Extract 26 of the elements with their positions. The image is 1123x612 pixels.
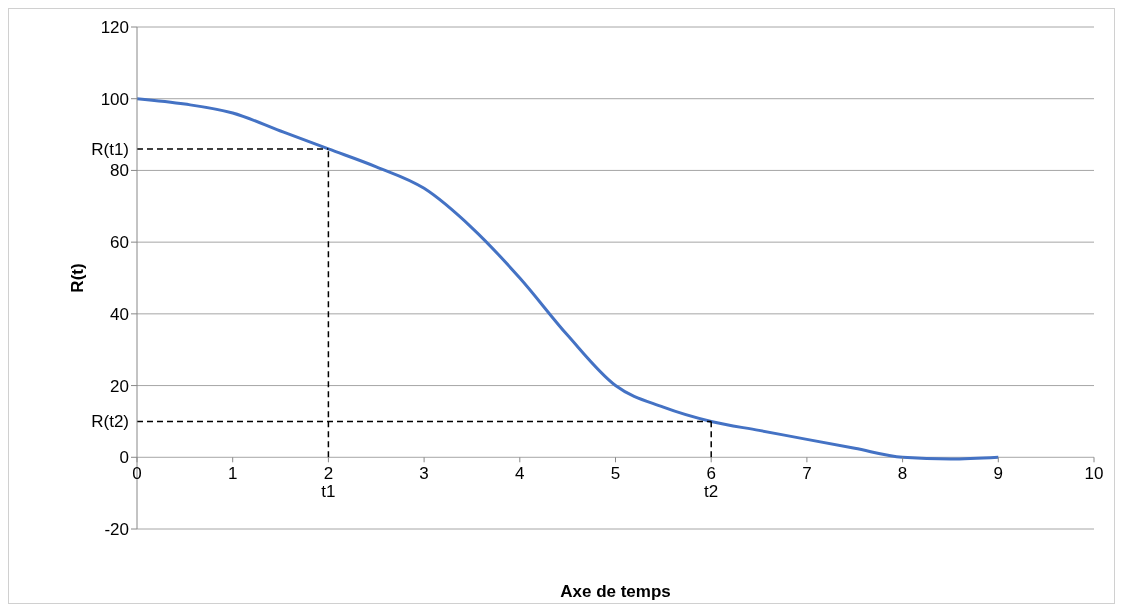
x-tick-label: 0 xyxy=(132,464,142,484)
x-tick-label: 7 xyxy=(802,464,812,484)
x-tick-label: 3 xyxy=(419,464,429,484)
y-tick-label: 120 xyxy=(100,18,129,38)
ref-line-label: R(t2) xyxy=(91,412,129,432)
y-tick-label: 0 xyxy=(119,448,129,468)
ref-line-label: t1 xyxy=(321,482,336,502)
y-tick-label: 60 xyxy=(110,233,129,253)
x-axis-title: Axe de temps xyxy=(560,582,671,601)
y-tick-label: 100 xyxy=(100,89,129,109)
x-tick-label: 8 xyxy=(897,464,908,484)
x-tick-label: 4 xyxy=(515,464,525,484)
x-tick-label: 10 xyxy=(1084,464,1104,484)
x-tick-label: 5 xyxy=(610,464,621,484)
y-tick-label: -20 xyxy=(104,520,129,540)
x-tick-label: 6 xyxy=(706,464,716,484)
y-tick-label: 20 xyxy=(110,376,129,396)
y-tick-label: 80 xyxy=(110,161,129,181)
ref-line-label: t2 xyxy=(704,482,719,502)
y-tick-label: 40 xyxy=(110,304,129,324)
x-tick-label: 9 xyxy=(993,464,1004,484)
y-axis-title: R(t) xyxy=(68,263,88,293)
x-tick-label: 1 xyxy=(227,464,238,484)
x-tick-label: 2 xyxy=(323,464,334,484)
line-series xyxy=(137,97,1000,461)
ref-line-label: R(t1) xyxy=(91,139,129,159)
